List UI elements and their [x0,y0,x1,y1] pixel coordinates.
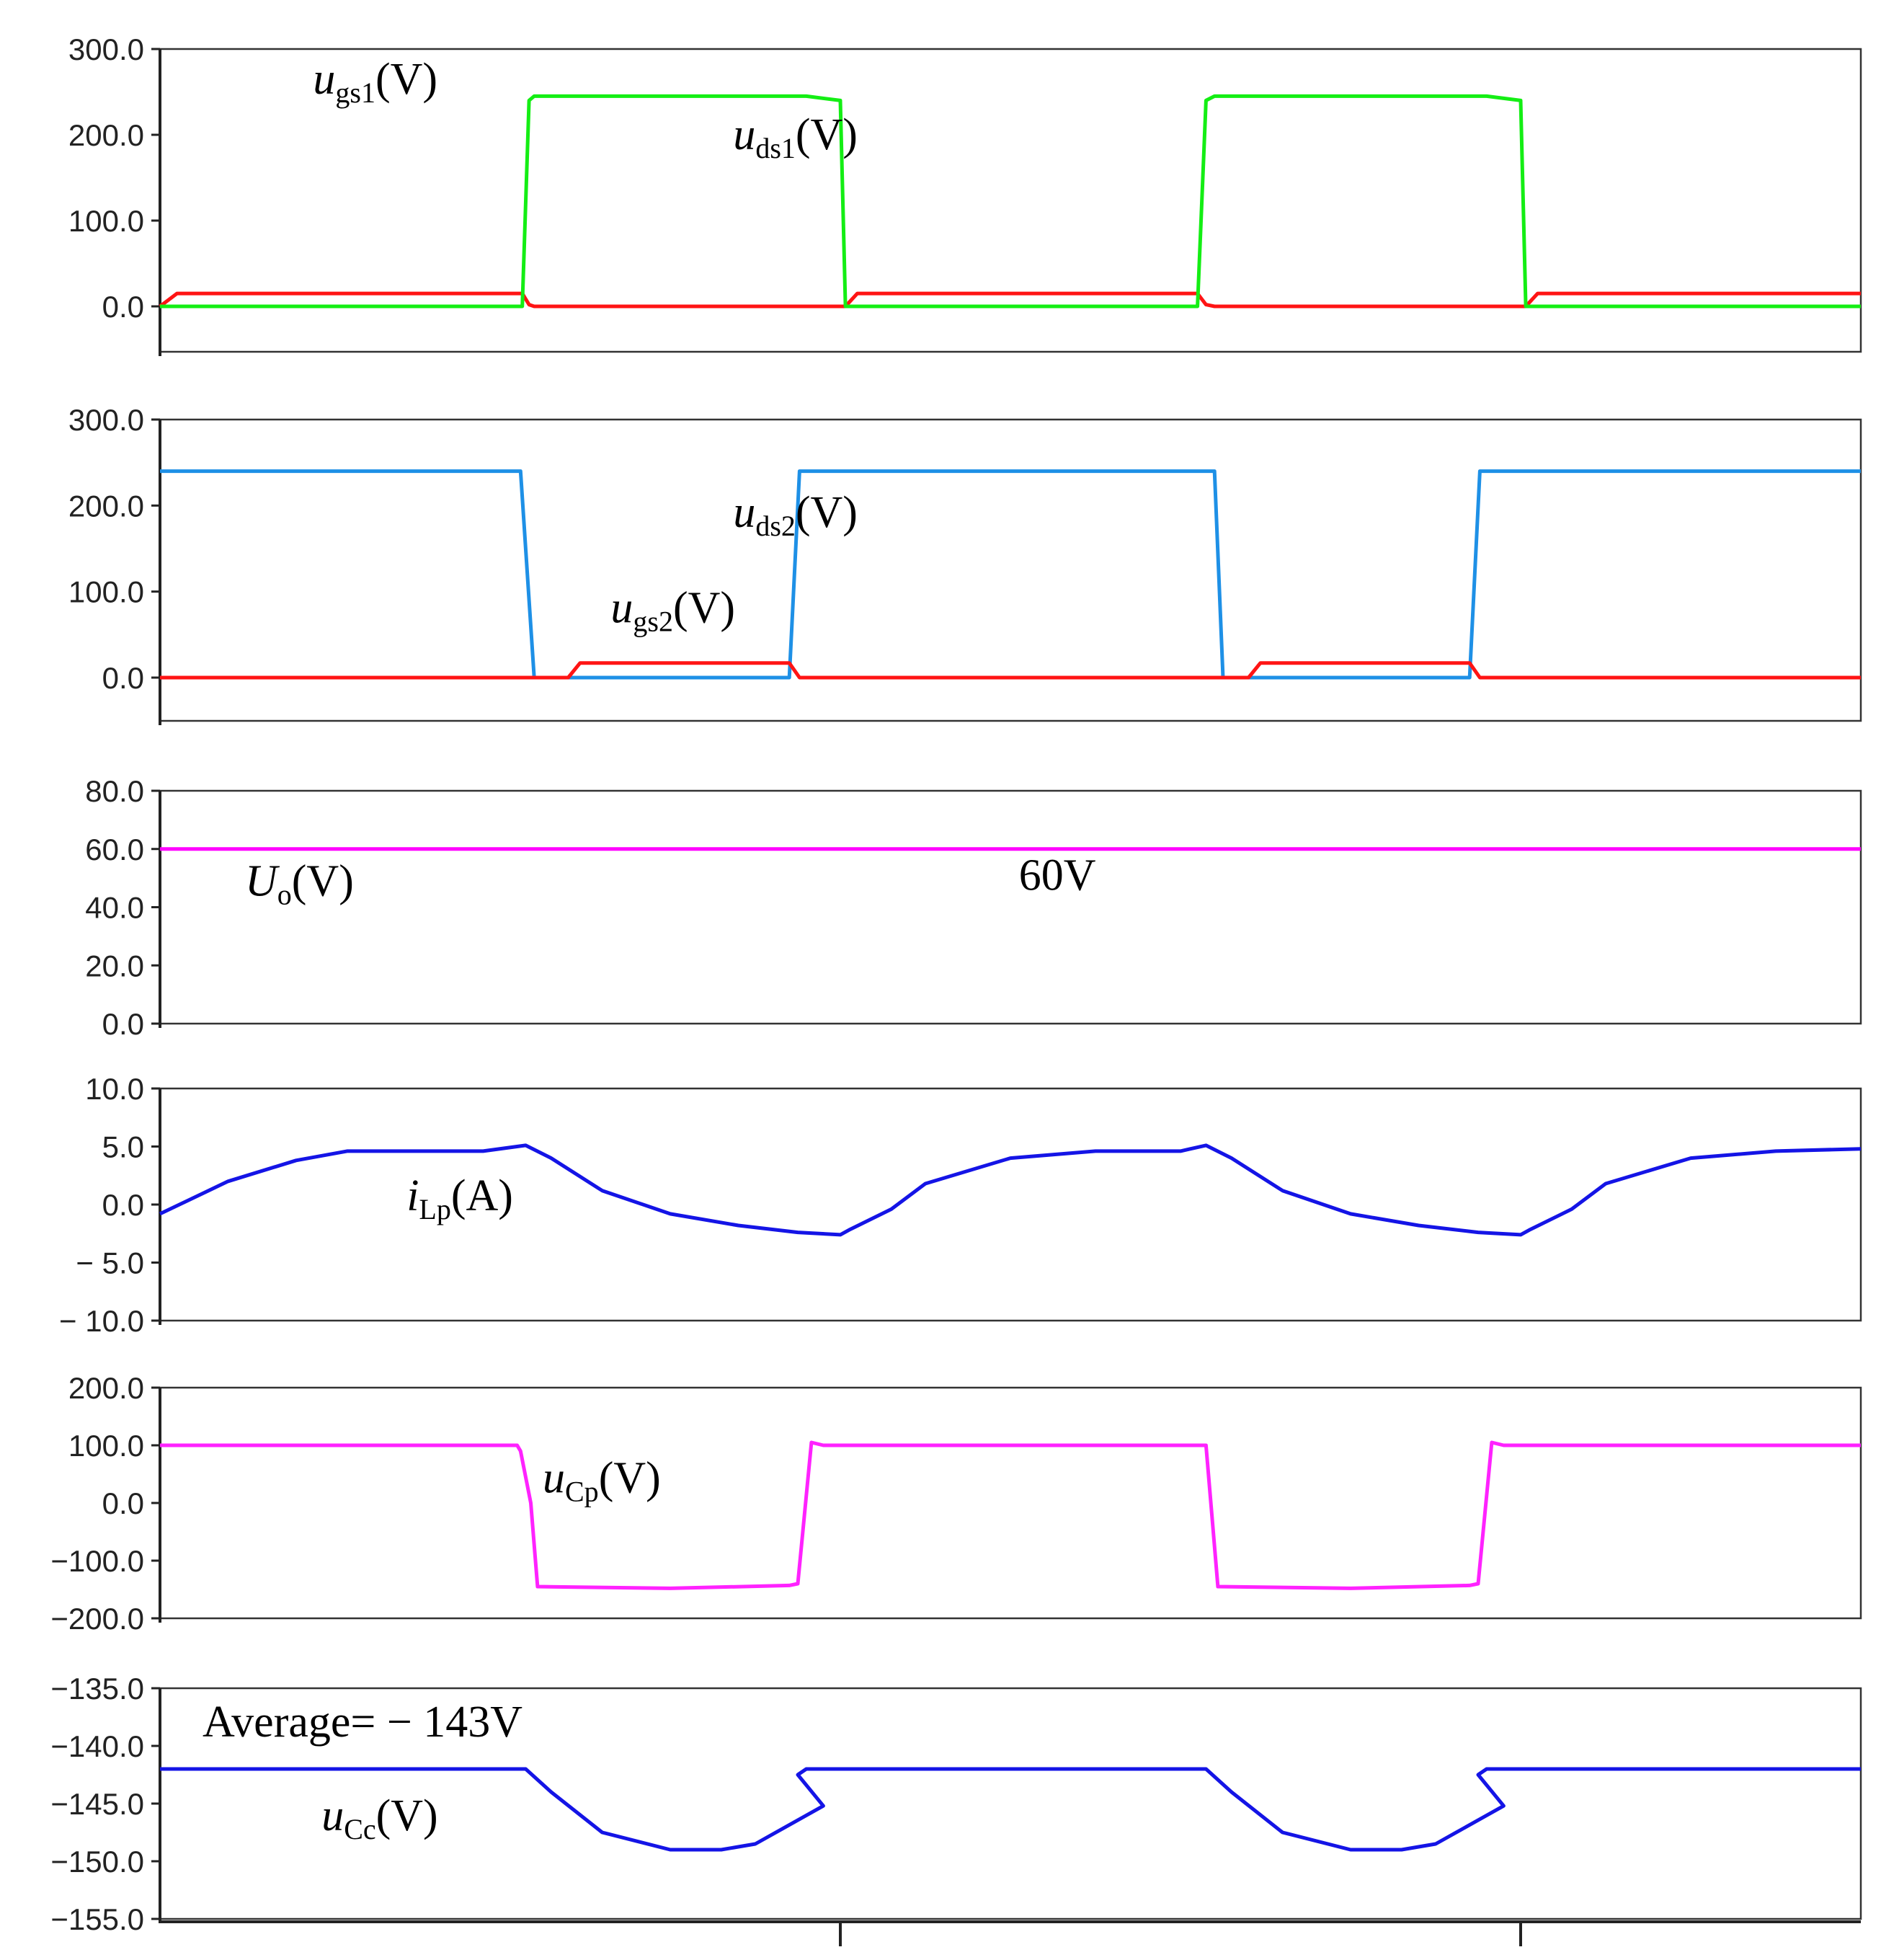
annotation-label: uds2(V) [733,488,858,542]
annotation-label: 60V [1019,851,1096,900]
annotation-label: uCp(V) [543,1454,661,1508]
series-line-ugs2 [160,661,1861,680]
y-tick-label: 100.0 [68,575,144,609]
bottom-time-axis [160,1920,1861,1946]
y-tick-label: −150.0 [50,1845,144,1879]
series-line-uds1 [160,94,1861,309]
series-line-uCc [160,1767,1861,1852]
y-tick-label: 40.0 [85,891,144,925]
y-tick-label: −145.0 [50,1787,144,1821]
y-tick-label: − 5.0 [76,1246,144,1280]
annotation-label: iLp(A) [406,1171,513,1225]
y-tick-label: 20.0 [85,949,144,983]
panel-output-voltage: 80.0 60.0 40.0 20.0 0.0 Uo(V) 60V [85,774,1862,1041]
panel-capacitor-cc-voltage: −135.0 −140.0 −145.0 −150.0 −155.0 Average= −… [50,1672,1862,1936]
y-tick-label: 0.0 [102,290,144,324]
y-tick-label: 0.0 [102,661,144,695]
series-line-uCp [160,1440,1861,1590]
y-tick-label: 80.0 [85,774,144,808]
y-tick-label: 300.0 [68,403,144,437]
y-tick-label: 0.0 [102,1007,144,1041]
annotation-label: Average= − 143V [203,1698,522,1747]
y-tick-label: −140.0 [50,1729,144,1763]
y-tick-label: 300.0 [68,32,144,66]
y-tick-label: −135.0 [50,1672,144,1706]
y-tick-label: 10.0 [85,1072,144,1106]
y-tick-label: 100.0 [68,204,144,238]
y-tick-label: 100.0 [68,1429,144,1463]
y-tick-label: 0.0 [102,1188,144,1222]
panel-switch-2: 300.0 200.0 100.0 0.0 uds2(V) ugs2(V) [68,403,1862,725]
annotation-label: ugs2(V) [610,584,735,638]
panel-capacitor-cp-voltage: 200.0 100.0 0.0 −100.0 −200.0 uCp(V) [50,1371,1862,1636]
y-tick-label: 60.0 [85,833,144,866]
y-tick-label: 200.0 [68,1371,144,1405]
annotation-label: uds1(V) [733,110,858,164]
y-tick-label: − 10.0 [59,1304,144,1338]
y-tick-label: 200.0 [68,489,144,523]
y-tick-label: −155.0 [50,1902,144,1936]
panel-inductor-current: 10.0 5.0 0.0 − 5.0 − 10.0 iLp(A) [59,1072,1862,1338]
series-line-ugs1 [159,291,1861,309]
y-tick-label: 0.0 [102,1486,144,1520]
panels: 300.0 200.0 100.0 0.0 ugs1(V) uds1(V) 300.0 200… [50,32,1862,1936]
y-tick-label: 200.0 [68,118,144,152]
panel-switch-1: 300.0 200.0 100.0 0.0 ugs1(V) uds1(V) [68,32,1862,356]
y-tick-label: −200.0 [50,1602,144,1636]
annotation-label: ugs1(V) [313,55,437,109]
y-tick-label: −100.0 [50,1544,144,1578]
annotation-label: Uo(V) [245,856,354,910]
y-tick-label: 5.0 [102,1130,144,1164]
series-line-iLp [159,1143,1862,1237]
annotation-label: uCc(V) [321,1791,438,1845]
